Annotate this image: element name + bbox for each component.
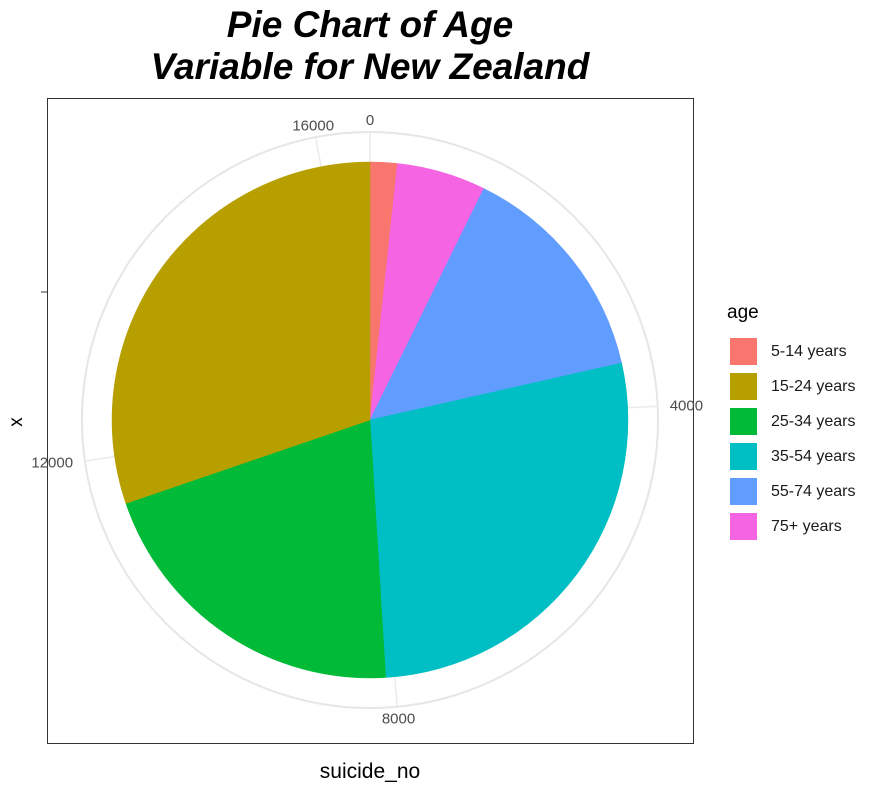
pie-slice <box>369 188 622 421</box>
legend-item: 25-34 years <box>728 404 856 439</box>
theta-tick-label: 4000 <box>670 398 703 415</box>
legend-swatch <box>728 441 759 472</box>
legend-item: 35-54 years <box>728 439 856 474</box>
legend-label: 75+ years <box>771 517 842 535</box>
legend-item: 15-24 years <box>728 369 856 404</box>
chart-title: Pie Chart of Age Variable for New Zealan… <box>47 4 693 88</box>
legend-swatch <box>728 371 759 402</box>
legend-swatch <box>728 406 759 437</box>
pie-slice <box>111 161 371 504</box>
legend-swatch <box>728 511 759 542</box>
chart-title-line-2: Variable for New Zealand <box>150 46 590 87</box>
legend-label: 35-54 years <box>771 447 856 465</box>
legend: 5-14 years 15-24 years 25-34 years 35-54 ye… <box>728 334 856 544</box>
theta-tick-label: 12000 <box>31 455 73 472</box>
theta-tick-label: 16000 <box>292 117 334 134</box>
legend-item: 5-14 years <box>728 334 856 369</box>
legend-swatch <box>728 336 759 367</box>
theta-tick-label: 8000 <box>382 711 415 728</box>
x-axis-label: suicide_no <box>319 760 421 783</box>
legend-title: age <box>727 302 759 323</box>
pie-slice <box>125 419 386 679</box>
legend-label: 15-24 years <box>771 377 856 395</box>
y-axis-label: x <box>6 417 27 427</box>
theta-tick-label: 0 <box>366 112 374 129</box>
legend-item: 75+ years <box>728 509 856 544</box>
legend-swatch <box>728 476 759 507</box>
legend-label: 25-34 years <box>771 412 856 430</box>
legend-item: 55-74 years <box>728 474 856 509</box>
panel-border <box>47 98 694 744</box>
pie-slice <box>369 362 629 678</box>
chart-title-line-1: Pie Chart of Age <box>226 4 514 45</box>
legend-label: 5-14 years <box>771 342 847 360</box>
legend-label: 55-74 years <box>771 482 856 500</box>
